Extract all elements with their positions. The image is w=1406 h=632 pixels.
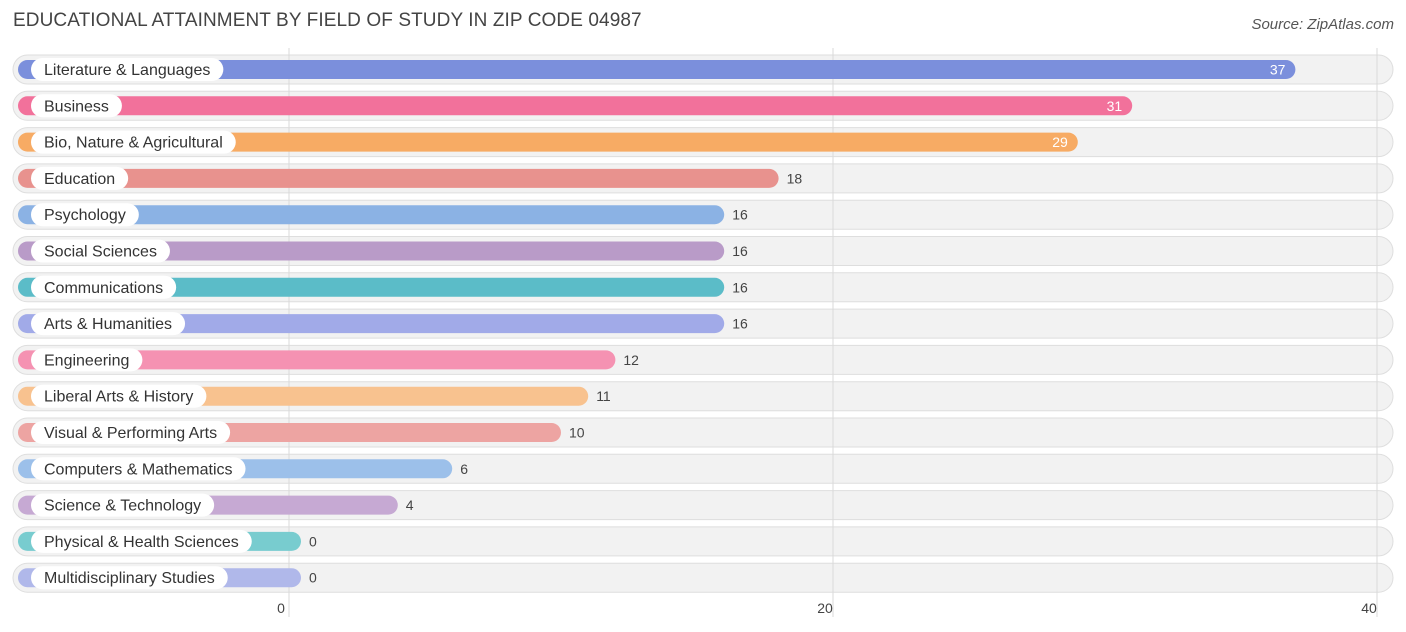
category-label: Communications [44, 280, 163, 297]
category-label-pill [31, 239, 170, 263]
category-label-pill [31, 384, 207, 408]
value-label: 29 [1052, 134, 1068, 150]
category-label-pill [31, 457, 246, 481]
value-label: 16 [732, 243, 748, 259]
row-background [12, 562, 1394, 593]
bar [18, 168, 779, 188]
category-label-pill [31, 58, 224, 81]
value-label: 18 [787, 170, 803, 186]
category-label: Physical & Health Sciences [44, 534, 239, 551]
category-label-pill [31, 348, 143, 372]
category-label: Arts & Humanities [44, 316, 172, 333]
row-background [12, 526, 1394, 557]
category-label: Business [44, 98, 109, 115]
category-label: Education [44, 171, 115, 188]
category-label: Literature & Languages [44, 62, 210, 79]
value-label: 0 [309, 533, 317, 549]
category-label: Computers & Mathematics [44, 461, 233, 478]
bar [18, 132, 1078, 152]
source-label: Source: ZipAtlas.com [1251, 16, 1394, 33]
value-label: 37 [1270, 62, 1286, 78]
category-label-pill [31, 203, 139, 227]
bar [18, 314, 725, 334]
bar [18, 350, 616, 370]
category-label-pill [31, 275, 177, 299]
category-label-pill [31, 529, 252, 553]
bar [18, 277, 725, 297]
category-label: Science & Technology [44, 498, 201, 515]
value-label: 6 [460, 461, 468, 477]
value-label: 16 [732, 316, 748, 332]
bar [18, 96, 1133, 116]
category-label: Visual & Performing Arts [44, 425, 217, 442]
category-label: Liberal Arts & History [44, 389, 193, 406]
category-label-pill [31, 130, 236, 154]
category-label: Social Sciences [44, 244, 157, 261]
x-tick-label: 20 [817, 600, 833, 616]
value-label: 10 [569, 425, 585, 441]
category-label-pill [31, 166, 129, 190]
value-label: 4 [406, 497, 414, 513]
category-label-pill [31, 94, 122, 118]
category-label: Engineering [44, 352, 129, 369]
category-label: Bio, Nature & Agricultural [44, 135, 223, 152]
bar [18, 241, 725, 261]
value-label: 12 [623, 352, 639, 368]
category-label-pill [31, 312, 186, 336]
value-label: 16 [732, 279, 748, 295]
x-tick-label: 0 [277, 600, 285, 616]
value-label: 16 [732, 207, 748, 223]
category-label: Multidisciplinary Studies [44, 570, 215, 587]
x-tick-label: 40 [1361, 600, 1377, 616]
value-label: 31 [1107, 98, 1123, 114]
chart-title: EDUCATIONAL ATTAINMENT BY FIELD OF STUDY… [13, 10, 642, 31]
category-label: Psychology [44, 207, 126, 224]
category-label-pill [31, 566, 228, 590]
category-label-pill [31, 421, 231, 444]
value-label: 11 [596, 388, 611, 404]
bar [18, 205, 725, 225]
value-label: 0 [309, 570, 317, 586]
bar [18, 60, 1296, 79]
category-label-pill [31, 493, 215, 517]
